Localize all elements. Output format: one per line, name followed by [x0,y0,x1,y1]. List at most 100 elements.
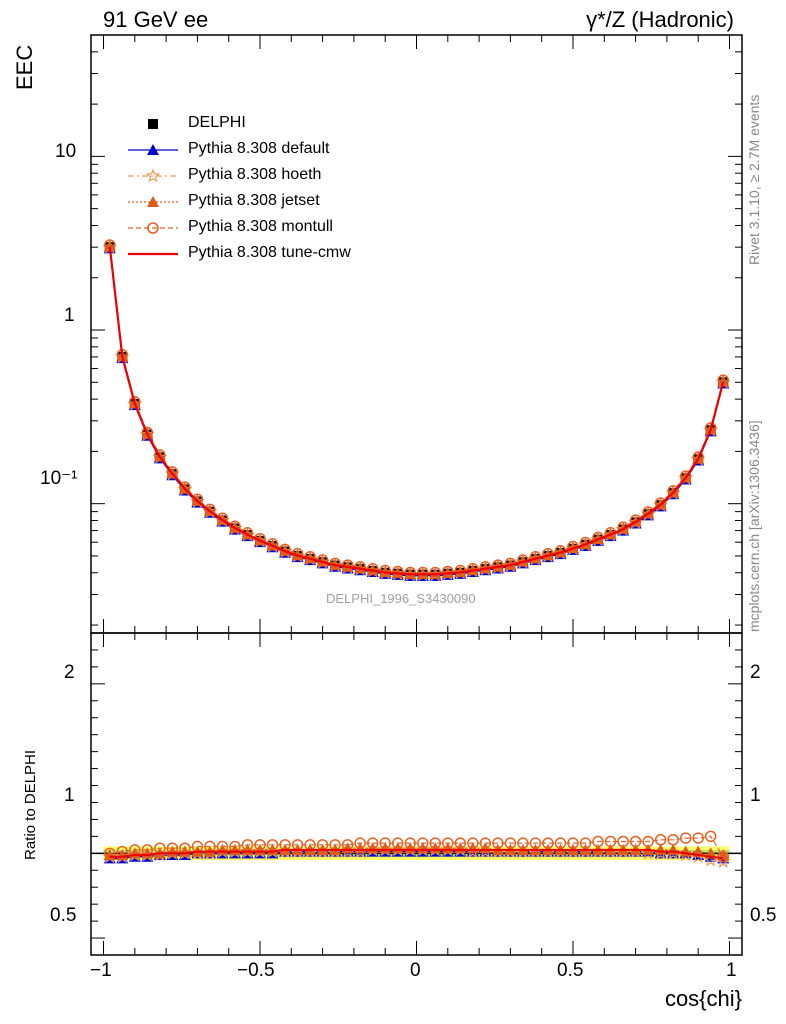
mc-line-montull [109,244,724,574]
ratio-point [429,837,442,849]
ratio-y-tick-label: 0.5 [50,905,77,926]
ratio-point [366,837,379,849]
legend-label: DELPHI [188,114,246,131]
x-tick-label: 1 [726,960,737,981]
legend-marker [147,222,159,234]
mc-point [141,426,154,439]
mc-point [417,566,429,579]
mc-point [166,466,179,478]
legend-marker [147,196,159,207]
rivet-label: Rivet 3.1.10, ≥ 2.7M events [746,94,762,265]
ratio-point [567,837,579,849]
mc-point [391,565,404,578]
mc-line-tune-cmw [108,246,725,576]
ratio-point [404,837,416,849]
legend-label: Pythia 8.308 jetset [188,192,320,209]
ratio-point [517,837,529,849]
ratio-line [109,848,724,860]
mc-point [629,514,642,526]
header-right: γ*/Z (Hadronic) [586,7,734,32]
ratio-point [266,839,279,851]
mc-point [492,559,504,571]
mc-point [442,565,454,578]
ratio-point [241,839,254,851]
main-y-tick-label: 1 [64,305,75,326]
ratio-point [529,837,542,849]
ratio-point [104,847,116,860]
mc-point [667,485,679,497]
ratio-point [467,837,479,849]
x-tick-label: 0.5 [557,960,584,981]
ratio-point [679,832,692,844]
mc-point [479,561,492,573]
legend-label: Pythia 8.308 hoeth [188,166,322,183]
main-y-label: EEC [12,44,37,90]
ratio-point [604,835,617,848]
mc-point [216,512,229,525]
ratio-plot-marks [102,830,731,869]
legend-marker [145,168,161,183]
ratio-point [579,837,592,849]
legend-label: Pythia 8.308 tune-cmw [188,244,351,261]
legend-markers [128,119,178,256]
mc-point [179,481,191,493]
ratio-point [542,837,554,849]
ratio-point [454,837,467,849]
mc-point [154,449,166,461]
ratio-point [554,837,567,849]
ratio-point [442,837,454,849]
mc-point [204,503,216,516]
mc-point [191,493,204,505]
ratio-point [704,830,717,843]
ratio-point [492,837,504,849]
ratio-point [417,837,429,849]
mc-point [341,559,354,571]
ratio-line [109,835,724,858]
ratio-point [629,835,642,848]
mc-point [129,396,141,408]
mc-point [654,497,667,509]
main-plot-marks [102,239,731,582]
ratio-y-tick-label-right: 1 [750,785,761,806]
ratio-y-tick-label: 1 [64,785,75,806]
ratio-point [391,837,404,849]
ratio-point [479,837,492,849]
ratio-point [254,839,266,851]
ratio-point [504,837,517,849]
header-left: 91 GeV ee [103,7,209,32]
mc-point [229,520,241,532]
mc-point [679,470,692,482]
mc-point [692,451,704,463]
x-tick-label: −1 [90,960,112,981]
legend-marker [148,119,158,129]
ratio-point [717,850,729,863]
mc-point [429,566,442,579]
legend-label: Pythia 8.308 default [188,140,330,157]
ratio-y-tick-label-right: 0.5 [750,905,777,926]
ratio-point [654,834,667,846]
ratio-y-tick-label-right: 2 [750,662,761,683]
legend-marker [147,144,159,155]
x-axis-label: cos{chi} [664,986,742,1011]
mc-point [704,422,717,434]
x-tick-label: 0 [410,960,421,981]
x-tick-label: −0.5 [237,960,275,981]
ratio-y-label: Ratio to DELPHI [22,749,39,860]
ratio-point [667,834,679,846]
ratio-point [592,835,604,848]
ratio-point [692,832,704,844]
main-y-tick-label: 10 [55,141,77,162]
ratio-point [379,837,391,849]
main-y-tick-label: 10⁻¹ [40,468,78,489]
ratio-point [354,837,366,849]
mcplots-label: mcplots.cern.ch [arXiv:1306.3436] [746,420,762,632]
ratio-y-tick-label: 2 [64,662,75,683]
ratio-point [642,835,654,848]
legend-label: Pythia 8.308 montull [188,218,333,235]
ratio-point [617,835,629,848]
analysis-watermark: DELPHI_1996_S3430090 [326,591,476,606]
mc-point [642,506,654,518]
mc-point [404,566,416,579]
ratio-plot-frame [90,632,743,956]
